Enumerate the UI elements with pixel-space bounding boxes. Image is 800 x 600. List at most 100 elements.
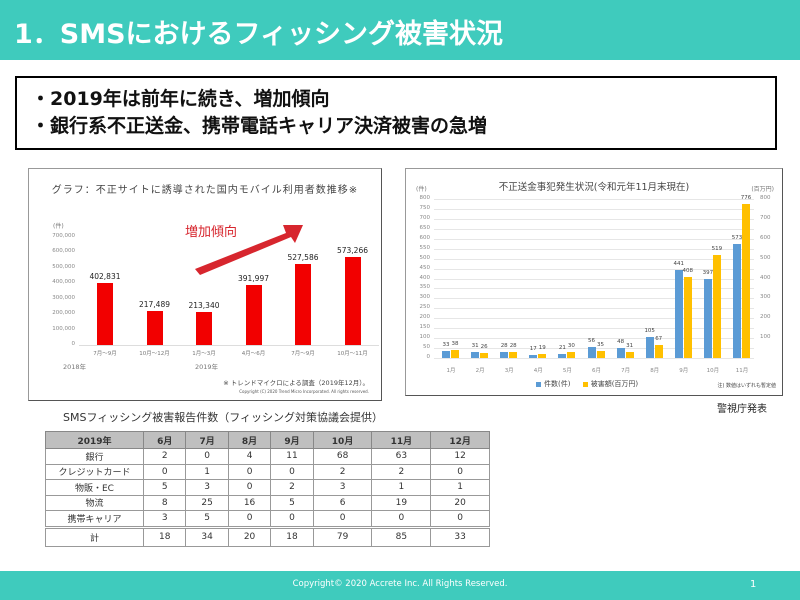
y-tick-label: 500,000 (52, 263, 75, 270)
amount-bar (625, 351, 634, 358)
source-announcement: 警視庁発表 (717, 404, 767, 415)
gridline (434, 278, 754, 280)
table-cell: 0 (371, 510, 432, 528)
sms-phishing-table: 2019年 6月 7月 8月 9月 10月 11月 12月 銀行 2 0 4 11 68 63 12 クレジッ… (45, 431, 490, 547)
amount-bar (480, 352, 489, 358)
month-label: 2月 (475, 368, 485, 374)
y-tick-label-right: 100 (760, 334, 771, 341)
legend: 件数(件) 被害額(百万円) (536, 379, 648, 389)
table-cell: 85 (371, 525, 432, 547)
count-value-label: 21 (558, 344, 566, 351)
y-tick-label: 200,000 (52, 310, 75, 317)
count-value-label: 28 (500, 343, 508, 350)
count-value-label: 17 (529, 345, 537, 352)
column-header: 11月 (371, 431, 432, 449)
gridline (434, 238, 754, 240)
year-label: 2019年 (195, 363, 219, 371)
table-cell: 8 (142, 494, 187, 511)
table-cell: 1 (430, 479, 490, 496)
y-tick-label-left: 600 (419, 234, 431, 241)
table-cell: 1 (371, 479, 432, 496)
row-label: 物流 (45, 494, 144, 511)
amount-value-label: 408 (682, 267, 694, 274)
y-tick-label-left: 350 (419, 284, 431, 291)
table-cell: 0 (227, 479, 272, 496)
y-tick-label-right: 800 (760, 195, 771, 201)
table-cell: 0 (270, 463, 314, 480)
table-cell: 33 (430, 525, 490, 547)
gridline (434, 298, 754, 300)
amount-bar (567, 352, 576, 358)
amount-value-label: 31 (626, 342, 634, 349)
table-cell: 16 (227, 494, 272, 511)
table-cell: 11 (270, 448, 314, 465)
amount-value-label: 30 (567, 343, 575, 350)
gridline (434, 268, 754, 270)
count-bar (442, 351, 450, 358)
gridline (434, 308, 754, 310)
y-tick-label: 0 (71, 341, 76, 347)
provisional-note: 注) 数値はいずれも暫定値 (717, 383, 776, 389)
month-label: 5月 (562, 368, 572, 374)
count-bar (529, 354, 538, 358)
table-cell: 18 (270, 525, 314, 547)
table-cell: 4 (227, 448, 272, 465)
table-total-row: 計 18 34 20 18 79 85 33 (45, 525, 490, 547)
month-label: 11月 (735, 368, 749, 374)
table-cell: 5 (142, 479, 187, 496)
amount-bar (654, 344, 663, 358)
amount-bar (538, 354, 547, 358)
table-cell: 2 (371, 463, 432, 480)
gridline (434, 248, 754, 250)
amount-value-label: 26 (480, 343, 488, 350)
table-cell: 5 (185, 510, 229, 528)
y-tick-label-left: 450 (419, 264, 431, 271)
amount-value-label: 28 (509, 343, 517, 350)
y-tick-label-right: 300 (760, 294, 771, 301)
footer: Copyright© 2020 Accrete Inc. All Rights … (0, 571, 800, 600)
row-label: 銀行 (45, 448, 144, 465)
bar (196, 312, 212, 345)
gridline (434, 208, 754, 210)
y-tick-label-left: 650 (419, 224, 431, 231)
row-label: 携帯キャリア (45, 510, 144, 528)
count-bar (558, 353, 567, 358)
table-cell: 79 (312, 525, 373, 547)
table-row: 物販・EC 5 3 0 2 3 1 1 (45, 479, 490, 496)
x-category-label: 4月～6月 (241, 351, 266, 357)
column-header: 12月 (430, 431, 490, 449)
count-bar (645, 337, 654, 358)
year-label: 2018年 (63, 363, 87, 371)
month-label: 9月 (679, 368, 689, 374)
gridline (434, 199, 754, 200)
column-header: 10月 (312, 431, 373, 449)
y-tick-label-left: 800 (419, 195, 431, 201)
bar-value-label: 217,489 (138, 300, 170, 310)
table-cell: 3 (185, 479, 229, 496)
gridline (434, 338, 754, 340)
y-axis-unit-left: (件) (416, 186, 427, 193)
bar-value-label: 213,340 (188, 301, 220, 311)
amount-bar (451, 350, 459, 358)
bar (295, 263, 311, 345)
page-number: 1 (750, 579, 757, 590)
x-category-label: 1月～3月 (192, 351, 216, 357)
column-header: 9月 (270, 431, 314, 449)
fraud-transfer-chart: 不正送金事犯発生状況(令和元年11月末現在) (件) (百万円) 800 750 7… (405, 168, 783, 396)
y-tick-label-right: 600 (760, 234, 771, 241)
table-title: SMSフィッシング被害報告件数（フィッシング対策協議会提供） (63, 411, 384, 424)
table-row: 銀行 2 0 4 11 68 63 12 (45, 448, 490, 465)
table-cell: 0 (312, 510, 373, 528)
table-cell: 34 (185, 525, 229, 547)
chart-title: 不正送金事犯発生状況(令和元年11月末現在) (498, 182, 690, 193)
row-label: 計 (45, 525, 144, 547)
table-cell: 2 (142, 448, 187, 465)
bar (344, 256, 361, 345)
source-note: ※ トレンドマイクロによる調査（2019年12月）。 (223, 379, 369, 387)
summary-box: ・2019年は前年に続き、増加傾向 ・銀行系不正送金、携帯電話キャリア決済被害の… (15, 76, 777, 150)
title-banner: 1．SMSにおけるフィッシング被害状況 (0, 0, 800, 60)
y-tick-label: 400,000 (52, 279, 75, 286)
bar-value-label: 573,266 (336, 245, 368, 255)
y-axis-unit-right: (百万円) (751, 186, 774, 193)
month-label: 1月 (446, 368, 456, 374)
